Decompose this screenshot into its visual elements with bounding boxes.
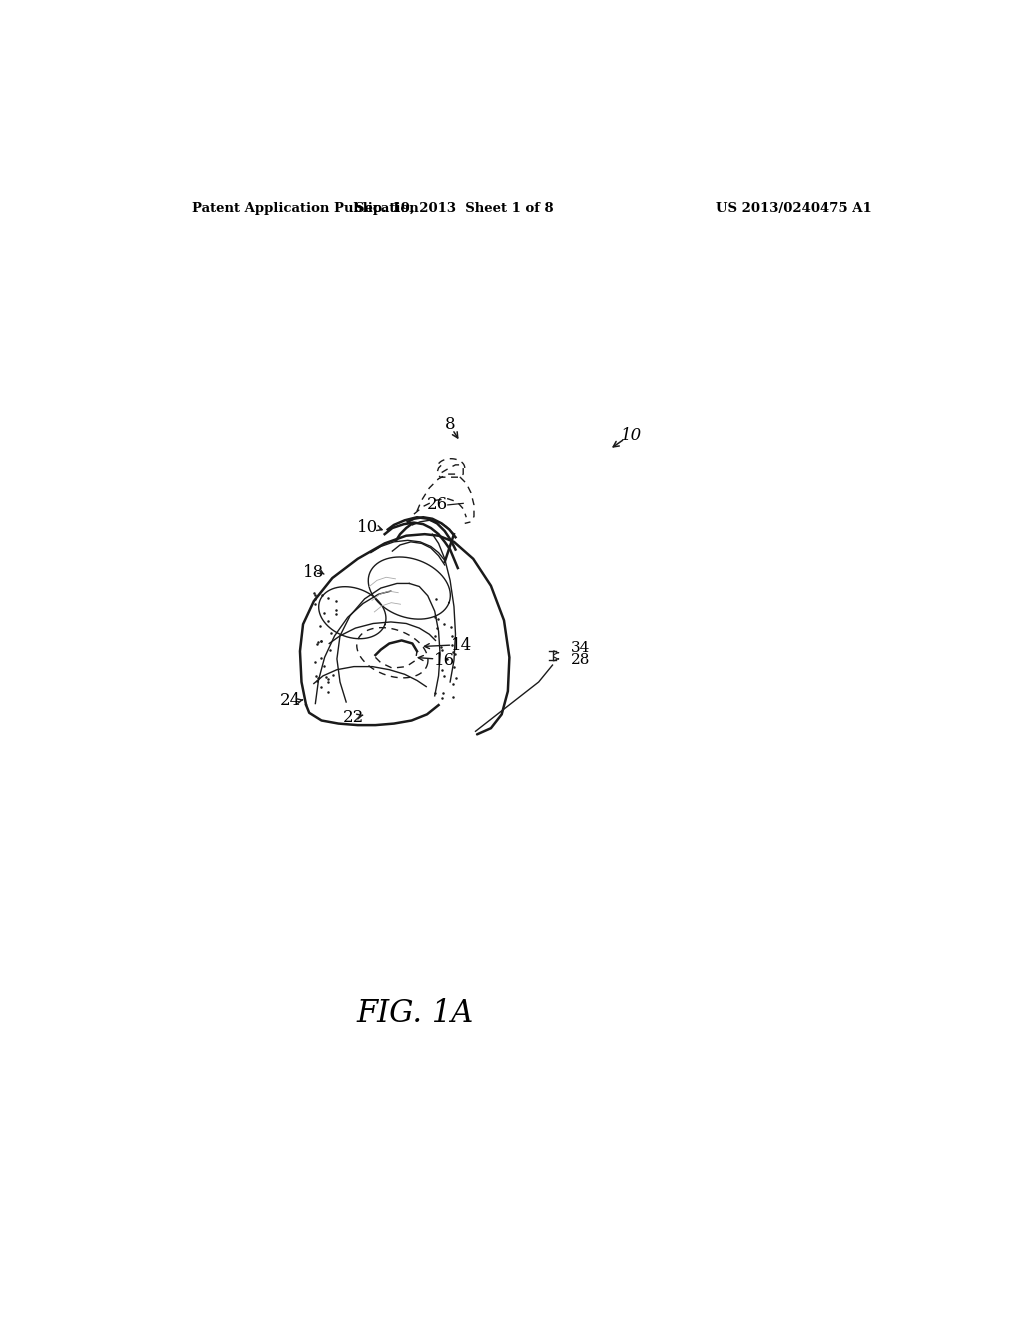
Text: 8: 8	[444, 416, 456, 433]
Text: 28: 28	[571, 653, 591, 668]
Text: Sep. 19, 2013  Sheet 1 of 8: Sep. 19, 2013 Sheet 1 of 8	[354, 202, 553, 215]
Text: 16: 16	[434, 652, 456, 669]
Text: 24: 24	[281, 692, 301, 709]
Text: Patent Application Publication: Patent Application Publication	[193, 202, 419, 215]
Text: 34: 34	[571, 642, 591, 655]
Text: 10: 10	[621, 428, 642, 444]
Text: US 2013/0240475 A1: US 2013/0240475 A1	[716, 202, 871, 215]
Text: 26: 26	[426, 496, 447, 513]
Text: 10: 10	[357, 520, 378, 536]
Text: 22: 22	[343, 709, 365, 726]
Text: 14: 14	[451, 636, 472, 653]
Text: 18: 18	[303, 564, 325, 581]
Text: FIG. 1A: FIG. 1A	[356, 998, 474, 1028]
